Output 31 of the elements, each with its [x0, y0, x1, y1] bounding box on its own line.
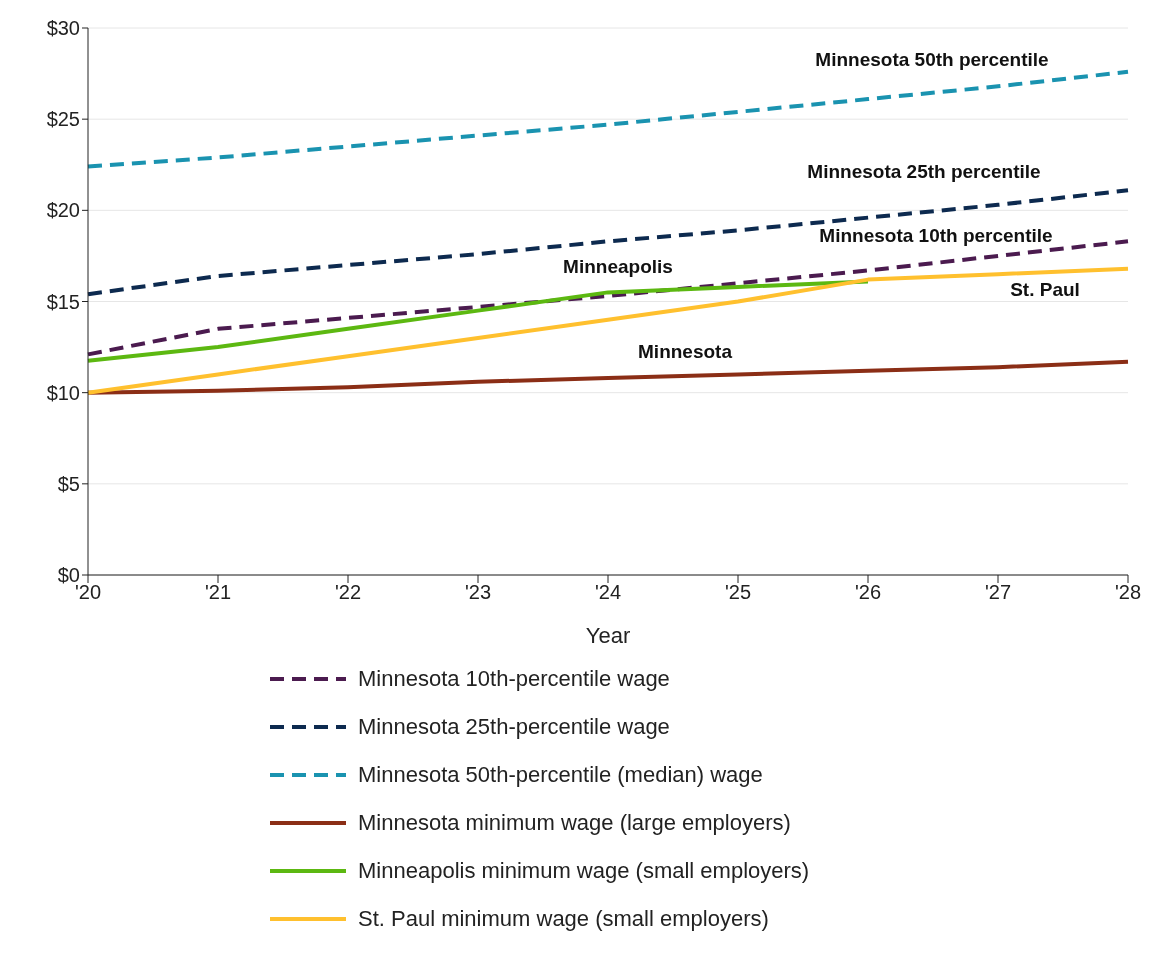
x-tick-label: '21 — [204, 581, 232, 604]
x-tick-label: '25 — [724, 581, 752, 604]
y-tick-label: $5 — [57, 472, 80, 495]
x-tick-label: '20 — [74, 581, 102, 604]
annotation: Minneapolis — [563, 256, 673, 278]
x-tick-label: '22 — [334, 581, 362, 604]
legend-label: Minnesota 10th-percentile wage — [358, 666, 670, 692]
line-series — [86, 188, 1130, 297]
legend-label: Minnesota minimum wage (large employers) — [358, 810, 791, 836]
y-tick-label: $20 — [46, 199, 80, 222]
x-tick-label: '23 — [464, 581, 492, 604]
annotation: Minnesota 50th percentile — [815, 49, 1049, 71]
legend-label: Minnesota 50th-percentile (median) wage — [358, 762, 763, 788]
x-axis-title: Year — [585, 623, 631, 648]
annotation: St. Paul — [1010, 279, 1080, 301]
annotation: Minnesota — [638, 341, 732, 363]
x-tick-label: '26 — [854, 581, 882, 604]
annotation: Minnesota 25th percentile — [807, 161, 1041, 183]
line-series — [86, 359, 1130, 395]
x-tick-label: '28 — [1114, 581, 1142, 604]
y-tick-label: $30 — [46, 17, 80, 40]
legend-label: St. Paul minimum wage (small employers) — [358, 906, 769, 932]
legend-label: Minnesota 25th-percentile wage — [358, 714, 670, 740]
x-tick-label: '27 — [984, 581, 1012, 604]
x-tick-label: '24 — [594, 581, 622, 604]
annotation: Minnesota 10th percentile — [819, 225, 1053, 247]
y-tick-label: $10 — [46, 381, 80, 404]
line-series — [86, 279, 870, 363]
legend-label: Minneapolis minimum wage (small employers) — [358, 858, 810, 884]
y-tick-label: $25 — [46, 108, 80, 131]
y-tick-label: $15 — [46, 290, 80, 313]
